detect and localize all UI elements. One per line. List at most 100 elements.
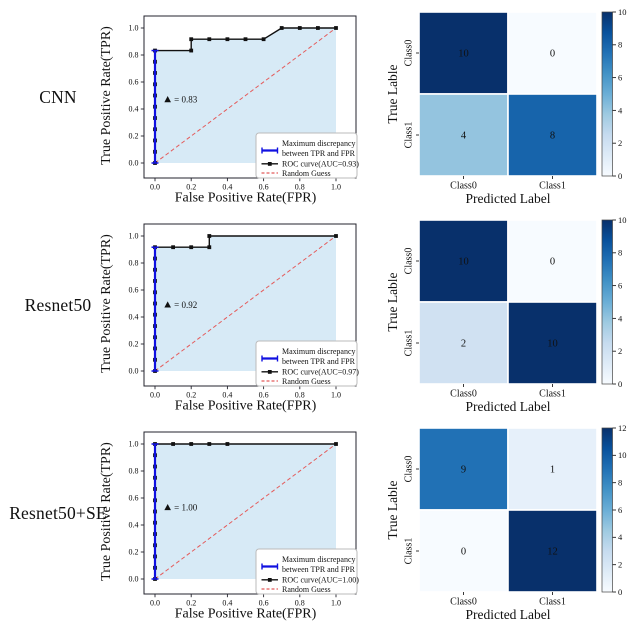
colorbar-tick-label: 8 xyxy=(618,478,622,488)
colorbar-tick-label: 4 xyxy=(618,105,623,115)
row-cnn: CNN 0.0 0.2 0.4 0.6 0.8 1.0 0.0 0.2 0.4 0.6 0.8 1.0… xyxy=(0,0,640,208)
cm-y-axis-label: True Lable xyxy=(388,272,400,331)
y-tick-label: 0.6 xyxy=(129,78,139,87)
legend-discrepancy-label-line2: between TPR and FPR xyxy=(282,565,356,574)
x-tick-label: 0.6 xyxy=(259,183,269,192)
cm-x-axis-label: Predicted Label xyxy=(465,607,550,622)
x-tick-label: 0.4 xyxy=(222,599,232,608)
y-tick-label: 0.2 xyxy=(129,548,139,557)
colorbar-tick-label: 0 xyxy=(618,379,622,389)
colorbar: 0 2 4 6 8 10 xyxy=(601,7,627,181)
colorbar-tick-label: 6 xyxy=(618,505,622,515)
cm-x-axis-label: Predicted Label xyxy=(465,191,550,206)
y-tick-label: 0.6 xyxy=(129,494,139,503)
x-tick-label: 0.4 xyxy=(222,391,232,400)
roc-plot: 0.0 0.2 0.4 0.6 0.8 1.0 0.0 0.2 0.4 0.6 0.8 1.0 Fals… xyxy=(99,431,359,622)
cm-x-axis-label: Predicted Label xyxy=(465,399,550,414)
axes-frame xyxy=(143,15,357,179)
cm-cell-value: 12 xyxy=(547,547,558,558)
legend-roc-label: ROC curve(AUC=1.00) xyxy=(282,576,359,585)
y-tick-label: 1.0 xyxy=(129,24,139,33)
cm-x-tick-label: Class0 xyxy=(450,389,477,400)
colorbar: 0 2 4 6 8 10 xyxy=(601,215,627,389)
colorbar: 0 2 4 6 8 10 12 xyxy=(601,423,627,597)
cm-x-tick-label: Class1 xyxy=(539,389,566,400)
legend-box xyxy=(255,548,358,595)
roc-chart-resnet50: 0.0 0.2 0.4 0.6 0.8 1.0 0.0 0.2 0.4 0.6 0.8 1.0 Fals… xyxy=(99,223,359,414)
cm-cell xyxy=(418,11,509,95)
cm-cell-value: 10 xyxy=(458,49,469,60)
colorbar-gradient xyxy=(601,427,613,593)
y-axis-label: True Positive Rate(TPR) xyxy=(99,442,114,581)
model-label-resnet50-se: Resnet50+SE xyxy=(9,503,107,523)
cm-y-tick-label: Class1 xyxy=(404,538,415,565)
cm-y-tick-label: Class1 xyxy=(404,330,415,357)
y-tick-label: 0.0 xyxy=(129,159,139,168)
cm-y-tick-label: Class0 xyxy=(404,456,415,483)
roc-plot: 0.0 0.2 0.4 0.6 0.8 1.0 0.0 0.2 0.4 0.6 0.8 1.0 Fals… xyxy=(99,223,359,414)
x-tick-label: 0.0 xyxy=(150,599,160,608)
cm-cell-value: 0 xyxy=(461,547,466,558)
legend-discrepancy-label-line2: between TPR and FPR xyxy=(282,149,356,158)
cm-cell-value: 4 xyxy=(461,131,467,142)
roc-chart-resnet50-se: 0.0 0.2 0.4 0.6 0.8 1.0 0.0 0.2 0.4 0.6 0.8 1.0 Fals… xyxy=(99,431,359,622)
cm-cell-value: 0 xyxy=(550,257,555,268)
discrepancy-line xyxy=(151,49,159,164)
x-tick-label: 0.0 xyxy=(150,183,160,192)
legend-discrepancy-label-line1: Maximum discrepancy xyxy=(282,555,356,564)
max-discrepancy-annotation: = 0.92 xyxy=(164,300,197,310)
cm-y-tick-label: Class0 xyxy=(404,40,415,67)
row-resnet50-se: Resnet50+SE 0.0 0.2 0.4 0.6 0.8 1.0 0.0 0.2 0.4 0… xyxy=(0,416,640,624)
max-discrepancy-annotation: = 1.00 xyxy=(164,503,198,513)
colorbar-tick-label: 12 xyxy=(618,423,627,433)
y-tick-label: 0.4 xyxy=(129,521,139,530)
cm-x-tick-label: Class1 xyxy=(539,597,566,608)
cm-y-axis-label: True Lable xyxy=(388,64,400,123)
cm-cell xyxy=(418,301,509,385)
annotation-text: = 0.92 xyxy=(174,300,197,310)
cm-cell-value: 2 xyxy=(461,339,466,350)
legend-discrepancy-label-line2: between TPR and FPR xyxy=(282,357,356,366)
x-axis-label: False Positive Rate(FPR) xyxy=(175,191,317,206)
colorbar-tick-label: 2 xyxy=(618,346,622,356)
x-tick-label: 0.8 xyxy=(295,391,305,400)
colorbar-tick-label: 4 xyxy=(618,532,623,542)
colorbar-tick-label: 8 xyxy=(618,248,622,258)
colorbar-tick-label: 4 xyxy=(618,313,623,323)
y-tick-label: 0.8 xyxy=(129,51,139,60)
cm-x-tick-label: Class0 xyxy=(450,597,477,608)
x-tick-label: 1.0 xyxy=(331,183,341,192)
cm-cell xyxy=(507,219,598,303)
colorbar-tick-label: 2 xyxy=(618,138,622,148)
colorbar-tick-label: 8 xyxy=(618,40,622,50)
colorbar-tick-label: 10 xyxy=(618,215,627,225)
legend-random-label: Random Guess xyxy=(282,169,331,178)
x-tick-label: 0.6 xyxy=(259,391,269,400)
legend-box xyxy=(255,132,358,179)
colorbar-tick-label: 6 xyxy=(618,281,622,291)
row-resnet50: Resnet50 0.0 0.2 0.4 0.6 0.8 1.0 0.0 0.2 0.4 0.6 0… xyxy=(0,208,640,416)
x-tick-label: 0.2 xyxy=(186,599,196,608)
colorbar-tick-label: 2 xyxy=(618,560,622,570)
x-axis-label: False Positive Rate(FPR) xyxy=(175,399,317,414)
discrepancy-line xyxy=(151,246,159,372)
model-label-resnet50: Resnet50 xyxy=(24,295,92,315)
colorbar-tick-label: 0 xyxy=(618,587,622,597)
y-tick-label: 0.4 xyxy=(129,105,139,114)
y-tick-label: 0.8 xyxy=(129,259,139,268)
annotation-text: = 0.83 xyxy=(174,95,198,105)
y-axis-label: True Positive Rate(TPR) xyxy=(99,234,114,373)
cm-cell xyxy=(507,427,598,511)
colorbar-tick-label: 10 xyxy=(618,450,627,460)
cm-cell xyxy=(507,93,598,177)
y-tick-label: 0.4 xyxy=(129,313,139,322)
cm-cell-value: 9 xyxy=(461,465,466,476)
